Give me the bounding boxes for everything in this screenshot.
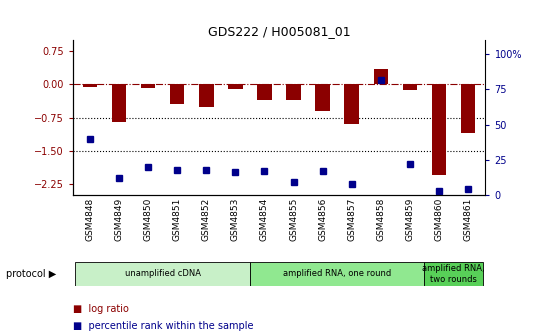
Bar [170, 84, 185, 104]
Bar [199, 84, 214, 107]
Bar [461, 84, 475, 133]
Bar [425, 262, 483, 286]
Bar [112, 84, 126, 122]
Bar [228, 84, 243, 89]
Text: unamplified cDNA: unamplified cDNA [124, 269, 201, 278]
Text: ■  log ratio: ■ log ratio [73, 304, 128, 314]
Bar [432, 84, 446, 175]
Bar [315, 84, 330, 111]
Bar [250, 262, 425, 286]
Bar [141, 84, 156, 88]
Bar [257, 84, 272, 100]
Bar [75, 262, 250, 286]
Bar [373, 69, 388, 84]
Bar [286, 84, 301, 100]
Text: amplified RNA,
two rounds: amplified RNA, two rounds [422, 264, 485, 284]
Text: ■  percentile rank within the sample: ■ percentile rank within the sample [73, 321, 253, 331]
Bar [344, 84, 359, 124]
Title: GDS222 / H005081_01: GDS222 / H005081_01 [208, 25, 350, 38]
Text: amplified RNA, one round: amplified RNA, one round [283, 269, 391, 278]
Bar [402, 84, 417, 90]
Bar [83, 84, 97, 87]
Text: protocol ▶: protocol ▶ [6, 269, 56, 279]
